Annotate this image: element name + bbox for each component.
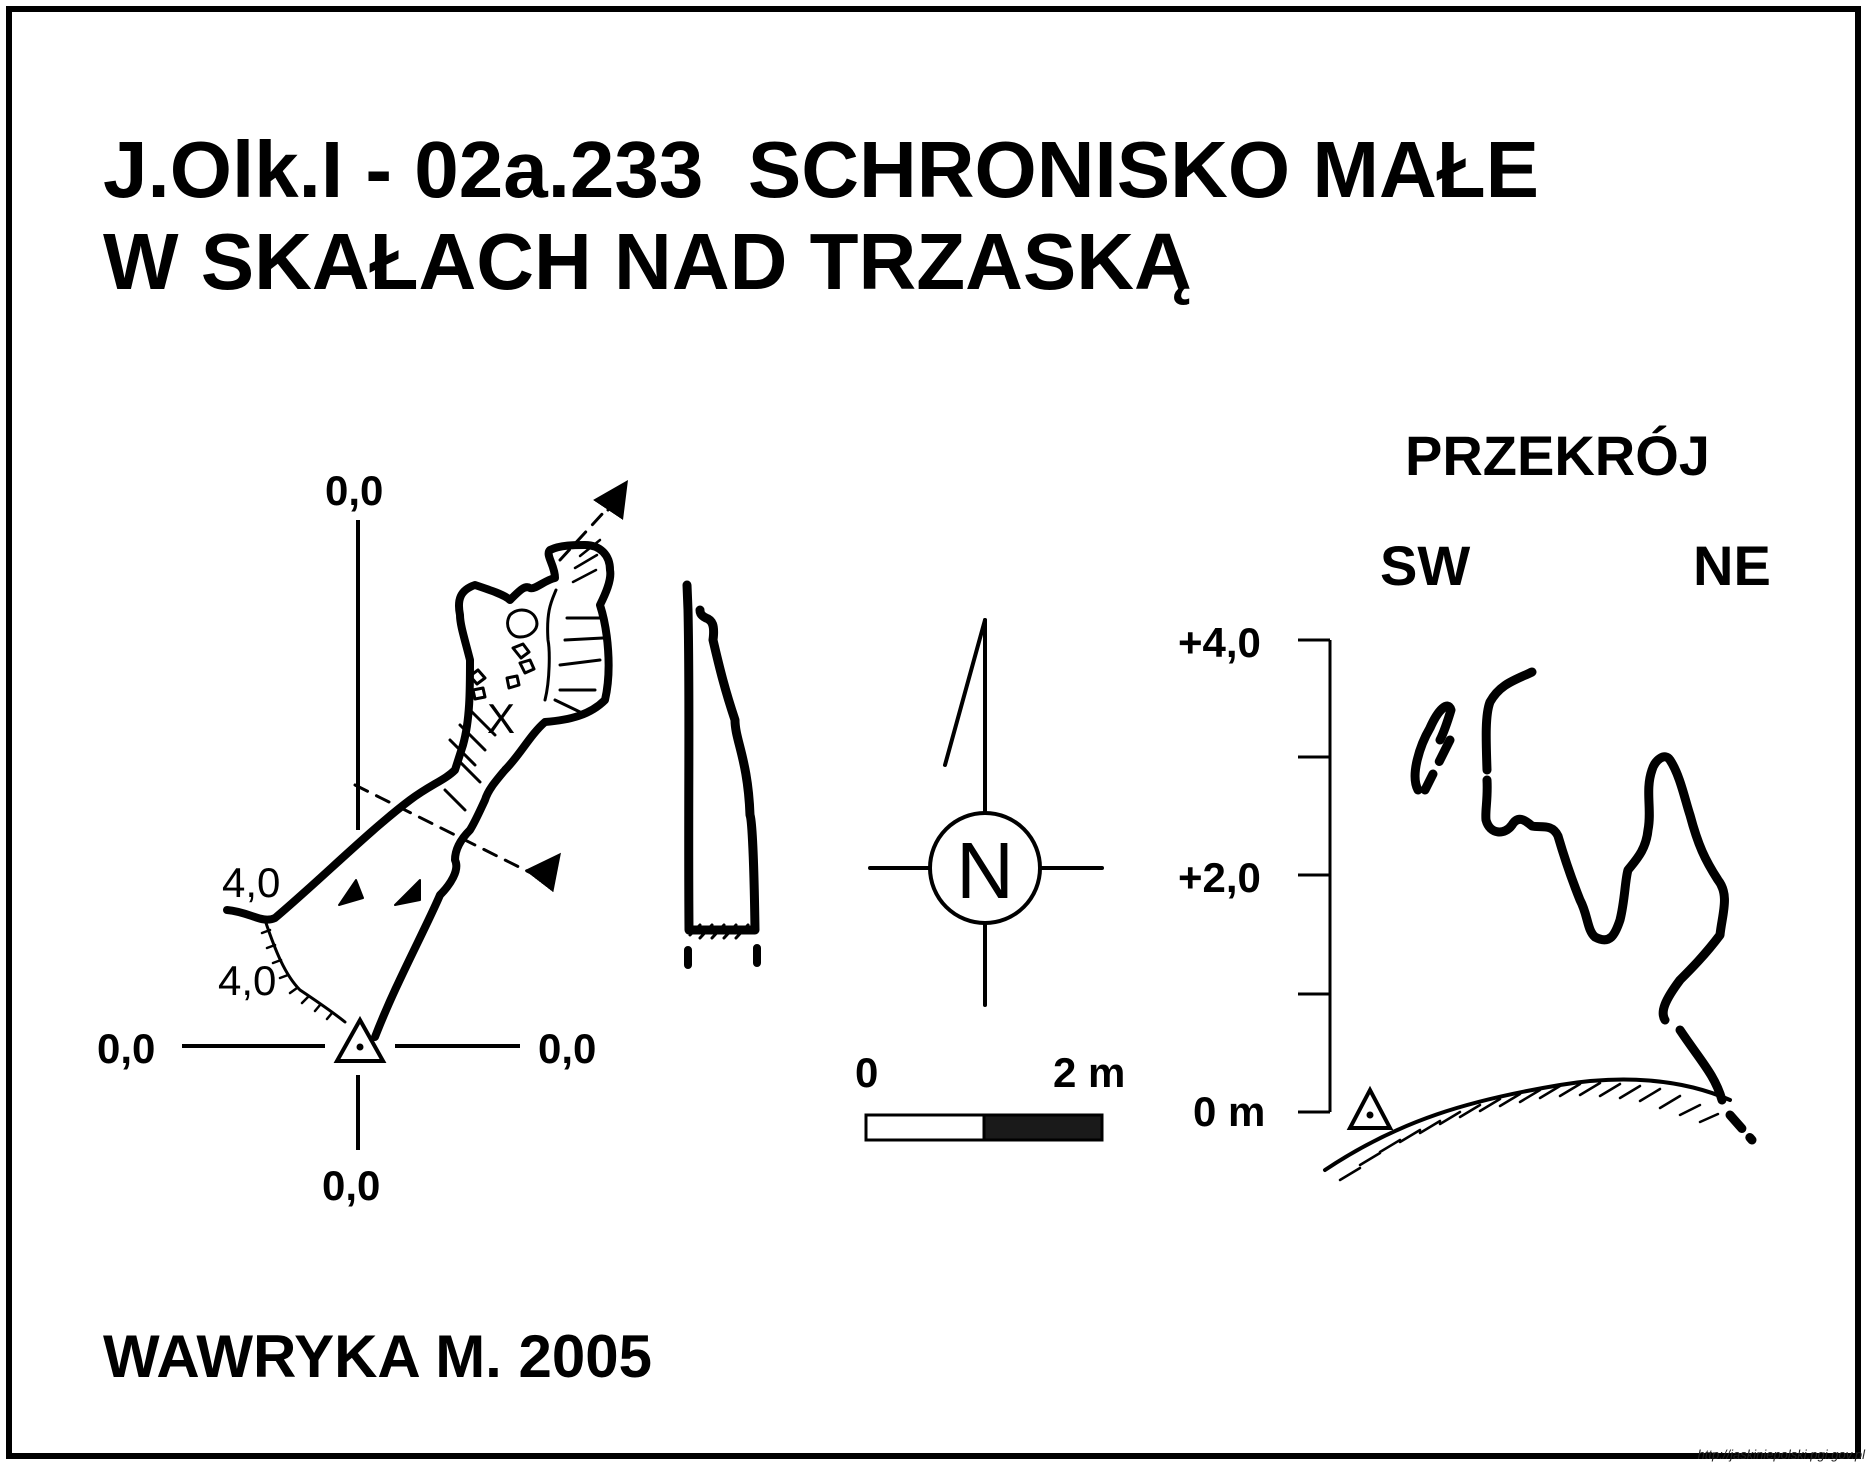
scale-bar: [864, 1113, 1104, 1142]
plan-axis-right-label: 0,0: [538, 1025, 596, 1072]
plan-axis-bottom-label: 0,0: [322, 1162, 380, 1209]
section-station-icon: [1346, 1085, 1394, 1130]
sheet-frame: [6, 6, 1861, 1459]
section-strip: [682, 580, 761, 969]
section-tick-zero: 0 m: [1193, 1088, 1265, 1135]
survey-station-icon: [333, 1015, 387, 1063]
section-dir-left: SW: [1380, 534, 1470, 597]
section-tick-mid: +2,0: [1178, 854, 1261, 901]
section-title: PRZEKRÓJ: [1405, 424, 1710, 487]
cave-plan-outline: [223, 480, 628, 1041]
section-vertical-scale: [1298, 638, 1332, 1114]
plan-depth-upper: 4,0: [222, 859, 280, 906]
author-credit: WAWRYKA M. 2005: [103, 1323, 652, 1390]
plan-axis-top-label: 0,0: [325, 467, 383, 514]
cave-section-outline: [1323, 667, 1757, 1182]
scale-start-label: 0: [855, 1049, 878, 1096]
plan-view: 0,0 0,0 0,0 0,0: [97, 467, 628, 1209]
scale-end-label: 2 m: [1053, 1049, 1125, 1096]
north-arrow-icon: [868, 618, 1104, 1007]
plan-marker-x: X: [487, 695, 515, 742]
title-line-1: J.Olk.I - 02a.233 SCHRONISKO MAŁE: [103, 125, 1539, 214]
plan-axis-left-label: 0,0: [97, 1025, 155, 1072]
title-line-2: W SKAŁACH NAD TRZASKĄ: [103, 217, 1192, 306]
section-tick-top: +4,0: [1178, 619, 1261, 666]
compass-letter: N: [956, 826, 1014, 915]
section-dir-right: NE: [1693, 534, 1771, 597]
source-credit: http://jaskiniepolski.pgi.gov.pl: [1697, 1447, 1865, 1462]
plan-depth-lower: 4,0: [218, 957, 276, 1004]
